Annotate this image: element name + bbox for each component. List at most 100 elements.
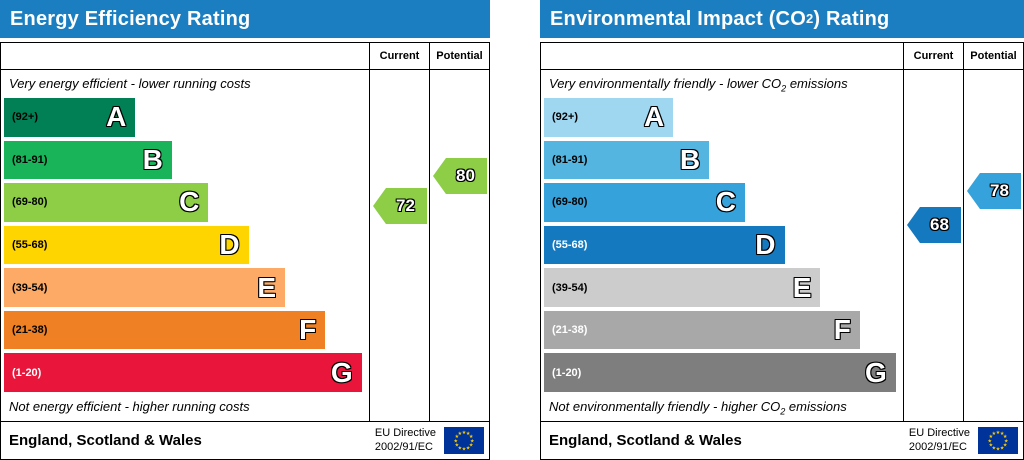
co2-band-range-a: (92+) — [552, 111, 578, 124]
co2-band-range-f: (21-38) — [552, 324, 588, 337]
energy-top-caption-text: Very energy efficient - lower running co… — [9, 76, 251, 91]
svg-text:★: ★ — [469, 434, 474, 440]
co2-band-row-d: (55-68) D — [541, 224, 903, 267]
co2-band-bar-a: (92+) A — [544, 98, 674, 137]
co2-potential-rating-arrow: 78 — [967, 173, 1021, 209]
energy-band-letter-g: G — [330, 356, 353, 388]
energy-bands-area: Very energy efficient - lower running co… — [1, 70, 369, 421]
energy-band-letter-e: E — [257, 271, 277, 303]
co2-column-header-row: Current Potential — [541, 43, 1023, 70]
energy-band-range-f: (21-38) — [12, 324, 48, 337]
svg-text:★: ★ — [455, 442, 460, 448]
energy-band-letter-f: F — [299, 314, 317, 346]
svg-text:★: ★ — [458, 445, 463, 451]
co2-top-caption-post: emissions — [786, 76, 848, 91]
svg-text:★: ★ — [992, 431, 997, 437]
co2-potential-column: 78 — [963, 70, 1023, 421]
energy-band-row-c: (69-80) C — [1, 181, 369, 224]
energy-chart-title: Energy Efficiency Rating — [0, 0, 490, 38]
co2-band-row-f: (21-38) F — [541, 309, 903, 352]
co2-footer-region-label: England, Scotland & Wales — [549, 432, 742, 449]
energy-chart-title-text: Energy Efficiency Rating — [10, 7, 251, 30]
energy-band-letter-d: D — [219, 229, 240, 261]
co2-table-body: Very environmentally friendly - lower CO… — [541, 70, 1023, 421]
svg-text:★: ★ — [454, 438, 459, 444]
co2-band-range-d: (55-68) — [552, 239, 588, 252]
co2-band-range-e: (39-54) — [552, 281, 588, 294]
energy-current-column-header: Current — [369, 43, 429, 69]
energy-bottom-caption: Not energy efficient - higher running co… — [1, 394, 369, 421]
co2-band-bar-e: (39-54) E — [544, 268, 821, 307]
energy-column-header-row: Current Potential — [1, 43, 489, 70]
energy-band-letter-a: A — [106, 101, 127, 133]
energy-table-body: Very energy efficient - lower running co… — [1, 70, 489, 421]
energy-band-letter-c: C — [179, 186, 200, 218]
energy-bottom-caption-text: Not energy efficient - higher running co… — [9, 399, 250, 415]
co2-column-header-spacer — [541, 43, 903, 69]
co2-bottom-caption: Not environmentally friendly - higher CO… — [541, 394, 903, 421]
co2-band-letter-g: G — [865, 356, 887, 388]
svg-text:★: ★ — [1003, 442, 1008, 448]
energy-band-bar-a: (92+) A — [4, 98, 136, 137]
energy-band-range-a: (92+) — [12, 111, 38, 124]
co2-band-range-g: (1-20) — [552, 366, 582, 379]
energy-top-caption: Very energy efficient - lower running co… — [1, 70, 369, 96]
svg-text:★: ★ — [466, 445, 471, 451]
svg-text:★: ★ — [996, 447, 1001, 453]
co2-chart-title: Environmental Impact (CO 2) Rating — [540, 0, 1024, 38]
energy-potential-column: 80 — [429, 70, 489, 421]
svg-text:★: ★ — [996, 430, 1001, 436]
svg-text:★: ★ — [989, 442, 994, 448]
energy-band-range-e: (39-54) — [12, 281, 48, 294]
energy-band-row-g: (1-20) G — [1, 351, 369, 394]
co2-band-row-b: (81-91) B — [541, 139, 903, 182]
co2-current-rating-arrow: 68 — [907, 207, 961, 243]
co2-band-range-c: (69-80) — [552, 196, 588, 209]
co2-band-letter-a: A — [644, 101, 665, 133]
energy-band-range-g: (1-20) — [12, 366, 42, 379]
energy-band-bar-b: (81-91) B — [4, 140, 172, 180]
svg-text:★: ★ — [1003, 434, 1008, 440]
co2-band-row-g: (1-20) G — [541, 351, 903, 394]
energy-band-row-b: (81-91) B — [1, 139, 369, 182]
energy-band-range-d: (55-68) — [12, 239, 48, 252]
energy-footer-region-label: England, Scotland & Wales — [9, 432, 202, 449]
co2-band-range-b: (81-91) — [552, 153, 588, 166]
co2-band-letter-d: D — [755, 229, 776, 261]
co2-band-bar-c: (69-80) C — [544, 183, 746, 222]
co2-band-row-a: (92+) A — [541, 96, 903, 139]
energy-efficiency-chart: Energy Efficiency Rating Current Potenti… — [0, 0, 490, 460]
co2-bands-area: Very environmentally friendly - lower CO… — [541, 70, 903, 421]
energy-band-row-f: (21-38) F — [1, 309, 369, 352]
energy-current-column: 72 — [369, 70, 429, 421]
svg-text:★: ★ — [1004, 438, 1009, 444]
co2-bottom-caption-text: Not environmentally friendly - higher CO — [549, 399, 781, 415]
co2-bottom-caption-post: emissions — [785, 399, 847, 415]
energy-footer-right: EU Directive 2002/91/EC ★ ★ ★ ★ ★ ★ ★ ★ ★ ★ ★ ★ — [375, 427, 484, 454]
co2-footer-right: EU Directive 2002/91/EC ★ ★ ★ ★ ★ ★ ★ ★ ★ ★ ★ ★ — [909, 427, 1018, 454]
svg-text:★: ★ — [466, 431, 471, 437]
co2-eu-directive-label: EU Directive 2002/91/EC — [909, 427, 970, 453]
co2-bottom-caption-sub: 2 — [780, 406, 786, 417]
co2-eu-directive-line1: EU Directive — [908, 427, 970, 440]
co2-eu-directive-line2: 2002/91/EC — [908, 440, 967, 453]
co2-band-bar-g: (1-20) G — [544, 353, 896, 393]
co2-band-bar-f: (21-38) F — [544, 310, 860, 350]
energy-footer: England, Scotland & Wales EU Directive 2… — [1, 421, 489, 459]
co2-top-caption-text: Very environmentally friendly - lower CO — [549, 76, 782, 91]
co2-top-caption-sub: 2 — [781, 83, 787, 94]
energy-column-header-spacer — [1, 43, 369, 69]
svg-text:★: ★ — [1000, 445, 1005, 451]
co2-chart-title-text: Environmental Impact (CO — [550, 7, 806, 30]
svg-text:★: ★ — [1000, 431, 1005, 437]
energy-current-rating-arrow: 72 — [373, 188, 427, 224]
svg-text:★: ★ — [992, 445, 997, 451]
svg-text:★: ★ — [988, 438, 993, 444]
energy-band-bar-f: (21-38) F — [4, 310, 326, 350]
energy-band-range-b: (81-91) — [12, 153, 48, 166]
co2-band-letter-e: E — [792, 271, 812, 303]
energy-eu-directive-label: EU Directive 2002/91/EC — [375, 427, 436, 453]
svg-text:★: ★ — [470, 438, 475, 444]
co2-potential-column-header: Potential — [963, 43, 1023, 69]
